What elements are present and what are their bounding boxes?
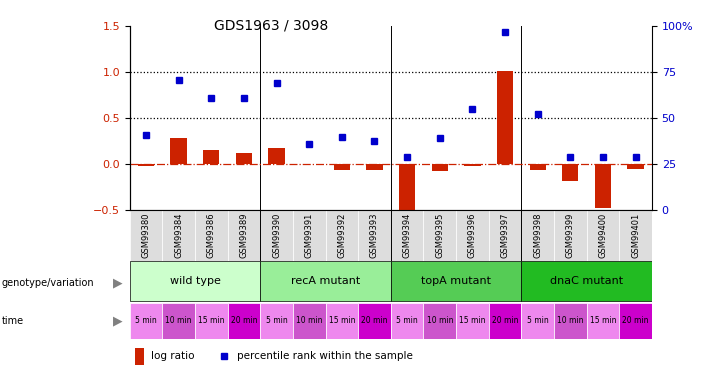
Text: 15 min: 15 min — [198, 316, 224, 325]
Bar — [203, 150, 219, 164]
Bar — [562, 164, 578, 181]
Bar — [260, 261, 391, 301]
Bar — [489, 303, 522, 339]
Text: GSM99392: GSM99392 — [337, 213, 346, 258]
Bar — [522, 303, 554, 339]
Bar — [587, 210, 619, 261]
Text: percentile rank within the sample: percentile rank within the sample — [237, 351, 413, 361]
Bar — [554, 303, 587, 339]
Text: time: time — [1, 316, 24, 326]
Bar — [163, 210, 195, 261]
Text: dnaC mutant: dnaC mutant — [550, 276, 623, 286]
Text: 15 min: 15 min — [590, 316, 616, 325]
Text: GSM99397: GSM99397 — [501, 213, 510, 258]
Bar — [260, 303, 293, 339]
Text: ▶: ▶ — [113, 314, 123, 327]
Bar — [423, 210, 456, 261]
Text: 5 min: 5 min — [396, 316, 418, 325]
Bar — [432, 164, 448, 171]
Text: ▶: ▶ — [113, 277, 123, 290]
Bar — [456, 210, 489, 261]
Bar — [391, 303, 423, 339]
Text: GSM99395: GSM99395 — [435, 213, 444, 258]
Bar — [325, 210, 358, 261]
Text: 20 min: 20 min — [231, 316, 257, 325]
Text: 5 min: 5 min — [266, 316, 287, 325]
Text: GSM99390: GSM99390 — [272, 213, 281, 258]
Bar — [391, 210, 423, 261]
Bar — [130, 210, 163, 261]
Bar — [529, 164, 546, 171]
Text: GSM99398: GSM99398 — [533, 213, 542, 258]
Bar — [135, 348, 144, 365]
Text: GSM99393: GSM99393 — [370, 213, 379, 258]
Text: 5 min: 5 min — [135, 316, 157, 325]
Text: GSM99380: GSM99380 — [142, 213, 151, 258]
Text: 10 min: 10 min — [426, 316, 453, 325]
Bar — [170, 138, 186, 164]
Text: GSM99399: GSM99399 — [566, 213, 575, 258]
Text: GSM99396: GSM99396 — [468, 213, 477, 258]
Text: GSM99400: GSM99400 — [599, 213, 608, 258]
Text: 20 min: 20 min — [492, 316, 518, 325]
Text: recA mutant: recA mutant — [291, 276, 360, 286]
Bar — [456, 303, 489, 339]
Bar — [195, 210, 228, 261]
Bar — [627, 164, 644, 169]
Bar — [619, 210, 652, 261]
Text: GSM99389: GSM99389 — [240, 213, 248, 258]
Bar — [595, 164, 611, 208]
Text: 10 min: 10 min — [165, 316, 192, 325]
Bar — [130, 303, 163, 339]
Text: 20 min: 20 min — [622, 316, 649, 325]
Bar — [334, 164, 350, 170]
Bar — [367, 164, 383, 170]
Bar — [293, 303, 325, 339]
Bar — [195, 303, 228, 339]
Text: 10 min: 10 min — [557, 316, 583, 325]
Text: log ratio: log ratio — [151, 351, 194, 361]
Text: GDS1963 / 3098: GDS1963 / 3098 — [214, 19, 328, 33]
Text: 15 min: 15 min — [329, 316, 355, 325]
Bar — [228, 210, 260, 261]
Text: 5 min: 5 min — [527, 316, 549, 325]
Text: GSM99386: GSM99386 — [207, 213, 216, 258]
Bar — [497, 71, 513, 164]
Bar — [130, 261, 260, 301]
Bar — [358, 303, 391, 339]
Text: GSM99391: GSM99391 — [305, 213, 314, 258]
Text: wild type: wild type — [170, 276, 220, 286]
Text: 20 min: 20 min — [361, 316, 388, 325]
Text: 15 min: 15 min — [459, 316, 486, 325]
Bar — [358, 210, 391, 261]
Text: GSM99384: GSM99384 — [174, 213, 183, 258]
Text: topA mutant: topA mutant — [421, 276, 491, 286]
Bar — [399, 164, 415, 212]
Bar — [260, 210, 293, 261]
Text: genotype/variation: genotype/variation — [1, 278, 94, 288]
Bar — [587, 303, 619, 339]
Text: GSM99394: GSM99394 — [402, 213, 411, 258]
Bar — [138, 164, 154, 166]
Bar — [293, 210, 325, 261]
Bar — [391, 261, 522, 301]
Bar — [236, 153, 252, 164]
Bar — [163, 303, 195, 339]
Bar — [228, 303, 260, 339]
Text: 10 min: 10 min — [296, 316, 322, 325]
Bar — [489, 210, 522, 261]
Bar — [464, 164, 481, 166]
Bar — [423, 303, 456, 339]
Bar — [522, 261, 652, 301]
Bar — [325, 303, 358, 339]
Bar — [554, 210, 587, 261]
Text: GSM99401: GSM99401 — [631, 213, 640, 258]
Bar — [522, 210, 554, 261]
Bar — [268, 148, 285, 164]
Bar — [619, 303, 652, 339]
